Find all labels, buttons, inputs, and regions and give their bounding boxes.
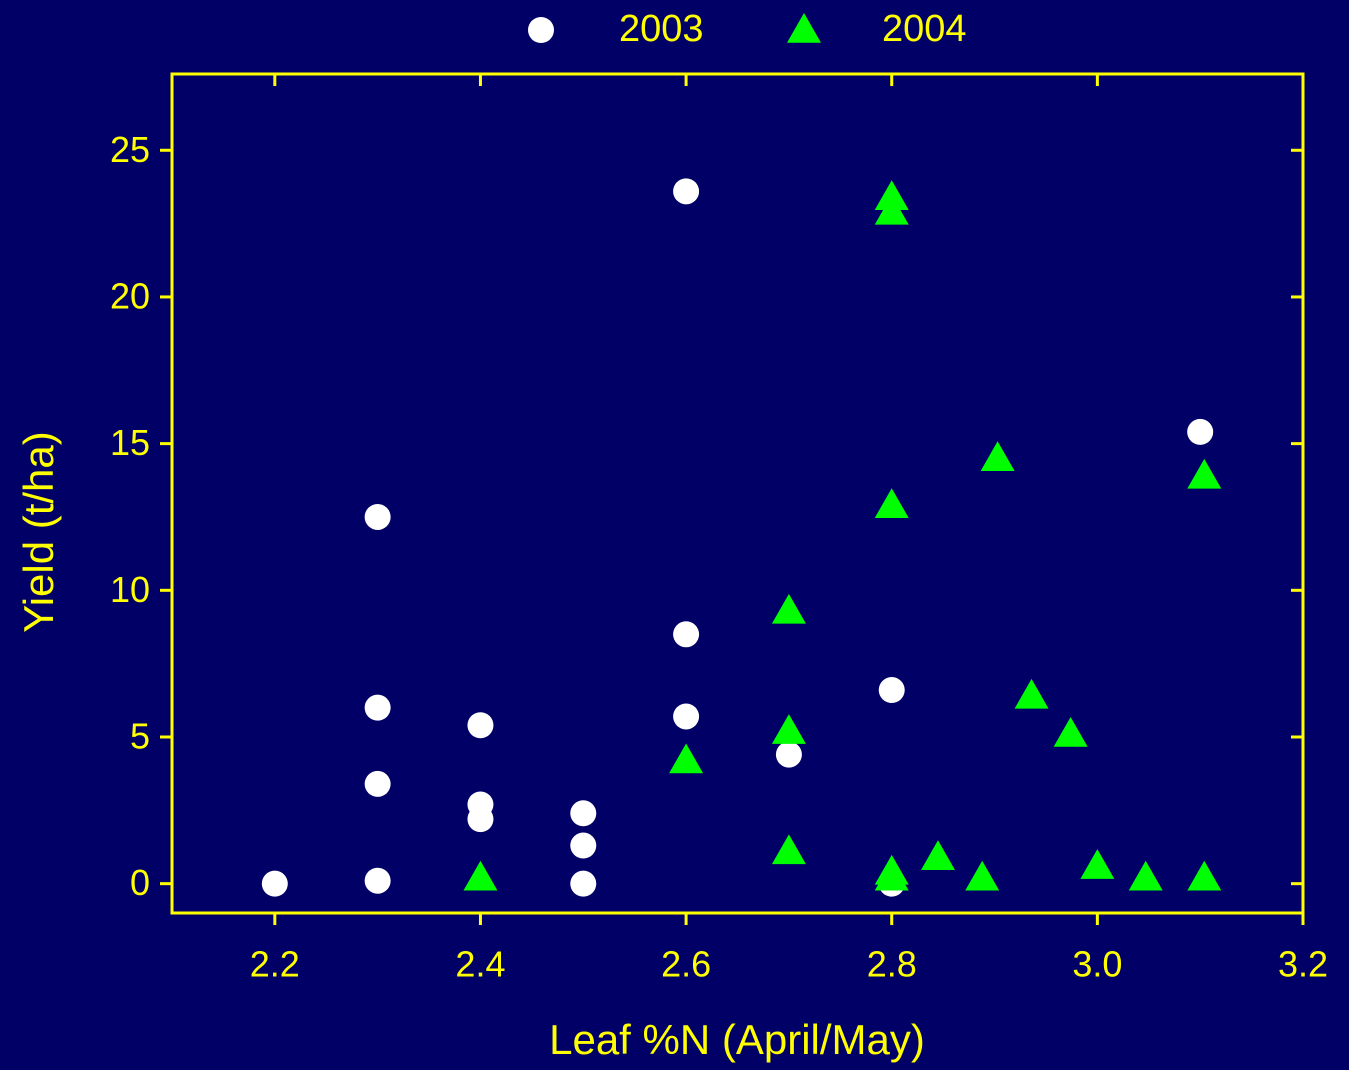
- plot-frame: [170, 72, 1305, 915]
- point: [965, 860, 1000, 891]
- x-tick-label: 2.6: [661, 944, 711, 985]
- legend-marker: [787, 13, 821, 43]
- point: [874, 194, 909, 225]
- y-tick-label: 15: [110, 422, 150, 463]
- point: [364, 503, 391, 530]
- y-axis-title: Yield (t/ha): [15, 431, 62, 633]
- point: [261, 870, 288, 897]
- x-axis-title: Leaf %N (April/May): [549, 1016, 925, 1063]
- legend-text: 2004: [882, 8, 967, 50]
- point: [673, 621, 700, 648]
- point: [878, 677, 905, 704]
- point: [463, 860, 498, 891]
- point: [920, 840, 955, 871]
- point: [570, 832, 597, 859]
- point: [1128, 860, 1163, 891]
- point: [570, 800, 597, 827]
- y-tick-label: 5: [130, 716, 150, 757]
- y-tick-label: 0: [130, 862, 150, 903]
- legend-text: 2003: [619, 8, 704, 50]
- point: [771, 714, 806, 744]
- point: [771, 834, 806, 865]
- point: [1187, 860, 1222, 891]
- y-tick-label: 25: [110, 129, 150, 170]
- point: [1053, 717, 1088, 747]
- point: [775, 741, 802, 768]
- point: [980, 441, 1015, 472]
- point: [673, 703, 700, 730]
- point: [673, 178, 700, 205]
- point: [570, 870, 597, 897]
- point: [467, 806, 494, 833]
- y-tick-label: 20: [110, 275, 150, 316]
- point: [874, 488, 909, 518]
- y-tick-label: 10: [110, 569, 150, 610]
- point: [467, 712, 494, 739]
- point: [1187, 458, 1222, 489]
- point: [1187, 418, 1214, 445]
- point: [364, 770, 391, 797]
- point: [364, 867, 391, 894]
- x-tick-label: 2.4: [455, 944, 505, 985]
- x-tick-label: 2.2: [250, 944, 300, 985]
- x-tick-label: 3.0: [1072, 944, 1122, 985]
- x-tick-label: 2.8: [867, 944, 917, 985]
- point: [771, 593, 806, 624]
- point: [364, 694, 391, 721]
- point: [1014, 678, 1049, 709]
- point: [1080, 849, 1115, 879]
- point: [874, 860, 909, 891]
- point: [669, 743, 704, 774]
- legend-marker: [528, 17, 554, 43]
- x-tick-label: 3.2: [1278, 944, 1328, 985]
